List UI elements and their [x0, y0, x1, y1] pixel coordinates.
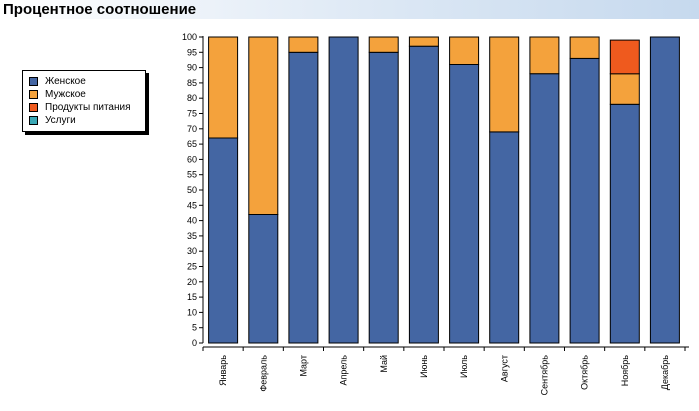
bar-segment [368, 36, 399, 53]
y-tick-label: 60 [187, 154, 197, 164]
y-tick-label: 15 [187, 292, 197, 302]
y-tick-label: 0 [192, 338, 197, 348]
y-tick-label: 70 [187, 124, 197, 134]
y-tick-label: 25 [187, 262, 197, 272]
chart-title: Процентное соотношение [3, 1, 197, 18]
y-tick-label: 65 [187, 139, 197, 149]
y-tick-label: 35 [187, 231, 197, 241]
legend: Женское Мужское Продукты питания Услуги [22, 70, 146, 132]
bar-segment [408, 36, 439, 47]
bar-segment [489, 131, 520, 344]
y-tick-label: 30 [187, 246, 197, 256]
x-category-label: Апрель [339, 355, 349, 386]
legend-swatch-men [29, 90, 38, 99]
x-category-label: Октябрь [580, 355, 590, 390]
bar-segment [288, 51, 319, 344]
legend-item-food: Продукты питания [29, 101, 131, 114]
bar-segment [248, 36, 279, 215]
bar-segment [208, 36, 239, 139]
x-category-label: Март [298, 355, 308, 377]
bar-segment [408, 45, 439, 344]
legend-label-food: Продукты питания [45, 102, 131, 113]
x-category-label: Август [499, 355, 509, 382]
x-category-label: Май [379, 355, 389, 373]
bar-segment [529, 73, 560, 344]
bar-segment [609, 39, 640, 75]
title-bar: Процентное соотношение [0, 0, 699, 19]
x-category-label: Январь [218, 355, 228, 386]
x-category-label: Февраль [258, 355, 268, 392]
y-tick-label: 75 [187, 109, 197, 119]
bar-segment [208, 137, 239, 344]
legend-item-services: Услуги [29, 114, 76, 127]
legend-label-women: Женское [45, 76, 86, 87]
legend-label-men: Мужское [45, 89, 86, 100]
bar-segment [248, 214, 279, 344]
bar-segment [529, 36, 560, 75]
bar-segment [328, 36, 359, 344]
y-tick-label: 80 [187, 93, 197, 103]
bar-segment [368, 51, 399, 344]
y-tick-label: 90 [187, 63, 197, 73]
x-category-label: Июнь [419, 355, 429, 378]
legend-label-services: Услуги [45, 115, 76, 126]
bar-segment [649, 36, 680, 344]
legend-swatch-women [29, 77, 38, 86]
x-category-label: Июль [459, 355, 469, 378]
x-category-label: Сентябрь [539, 355, 549, 396]
bar-segment [449, 36, 480, 65]
legend-item-women: Женское [29, 75, 86, 88]
y-tick-label: 100 [182, 32, 197, 42]
y-tick-label: 10 [187, 307, 197, 317]
bar-segment [489, 36, 520, 133]
legend-item-men: Мужское [29, 88, 86, 101]
y-tick-label: 55 [187, 170, 197, 180]
bar-segment [609, 73, 640, 105]
x-category-label: Декабрь [660, 355, 670, 390]
bar-segment [609, 103, 640, 344]
y-tick-label: 20 [187, 277, 197, 287]
bar-segment [288, 36, 319, 53]
y-tick-label: 85 [187, 78, 197, 88]
y-tick-label: 5 [192, 323, 197, 333]
legend-swatch-services [29, 116, 38, 125]
legend-swatch-food [29, 103, 38, 112]
bar-segment [449, 64, 480, 344]
y-tick-label: 50 [187, 185, 197, 195]
bar-segment [569, 36, 600, 59]
y-tick-label: 95 [187, 47, 197, 57]
x-category-label: Ноябрь [620, 355, 630, 387]
y-tick-label: 40 [187, 216, 197, 226]
y-tick-label: 45 [187, 200, 197, 210]
bar-segment [569, 57, 600, 344]
